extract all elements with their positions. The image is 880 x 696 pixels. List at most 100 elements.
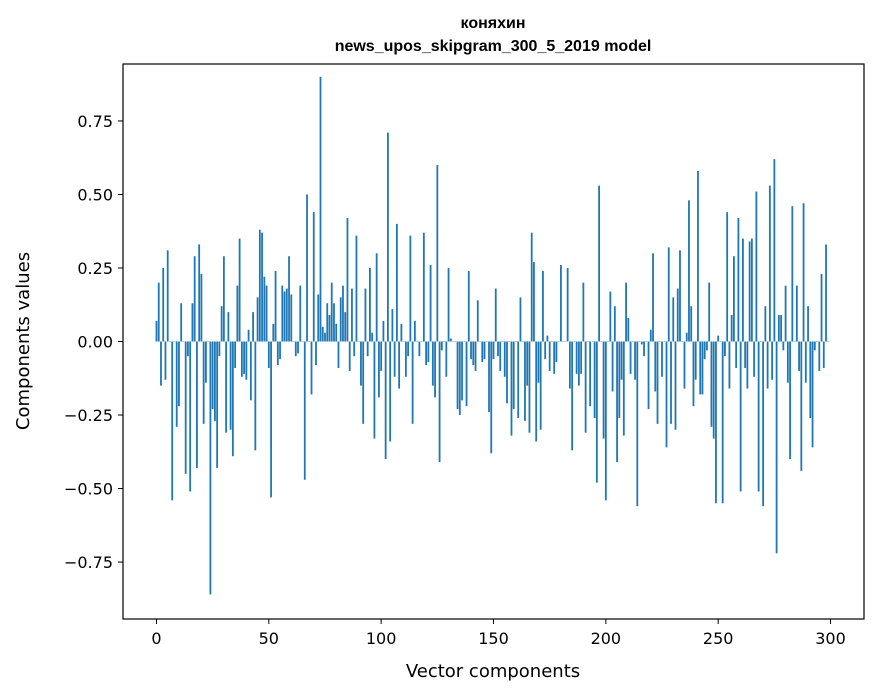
bar: [312, 212, 315, 342]
bar: [166, 250, 169, 342]
bar: [804, 341, 807, 383]
bar: [701, 341, 704, 395]
bar: [789, 341, 791, 460]
bar: [281, 285, 284, 342]
bar: [795, 285, 798, 342]
bar: [461, 341, 463, 401]
bar: [640, 341, 643, 345]
bar: [317, 294, 320, 342]
bar: [735, 341, 738, 368]
bar: [229, 341, 232, 430]
bar: [647, 341, 650, 410]
bar: [643, 341, 645, 357]
bar: [742, 238, 744, 342]
bar: [384, 341, 387, 460]
bar: [333, 303, 335, 342]
bar: [670, 341, 672, 424]
bar: [822, 341, 825, 368]
bar: [200, 273, 203, 342]
bar: [247, 329, 250, 342]
bar: [198, 244, 201, 342]
y-tick-label: 0.50: [77, 185, 113, 204]
bar: [180, 303, 183, 342]
bar: [820, 273, 823, 342]
bar: [162, 267, 165, 342]
bar: [762, 341, 765, 507]
x-tick-label: 250: [703, 629, 734, 648]
bar: [160, 341, 162, 386]
x-axis-ticks: 0 50 100 150 200 250 300: [151, 619, 846, 648]
bar: [297, 341, 299, 354]
bar: [510, 341, 513, 436]
bar: [445, 341, 448, 377]
chart-title: коняхин: [461, 15, 526, 32]
bar: [285, 288, 288, 342]
bar: [777, 315, 780, 342]
bar: [739, 341, 742, 492]
bar: [470, 341, 472, 360]
bar: [458, 341, 461, 416]
bar: [157, 282, 160, 342]
bar: [465, 341, 468, 407]
bar: [706, 341, 708, 351]
x-tick-label: 0: [151, 629, 161, 648]
bar: [497, 341, 499, 357]
bar: [768, 185, 771, 342]
bar: [193, 256, 196, 342]
bar: [409, 235, 412, 342]
bar: [618, 341, 621, 418]
bar: [798, 341, 800, 371]
bar: [825, 244, 827, 342]
bar: [326, 303, 329, 342]
bar: [773, 159, 776, 342]
bar: [380, 341, 383, 371]
bar: [544, 341, 547, 360]
bar: [685, 332, 688, 342]
bar: [649, 329, 652, 342]
bar: [249, 341, 252, 401]
bar: [236, 285, 239, 342]
bar: [813, 341, 816, 351]
bar: [283, 291, 286, 342]
y-tick-label: 0.25: [77, 259, 113, 278]
bar: [506, 341, 508, 404]
bar: [431, 341, 434, 386]
bar: [231, 341, 234, 457]
bar: [634, 341, 636, 380]
bar: [220, 306, 223, 342]
bar: [733, 256, 735, 342]
bar: [476, 300, 479, 342]
bar: [155, 320, 158, 342]
bar: [400, 323, 403, 342]
bar: [690, 306, 693, 342]
bar: [667, 247, 670, 342]
bar: [721, 341, 724, 504]
bar: [483, 341, 486, 360]
bar: [375, 253, 378, 342]
bar: [717, 335, 720, 342]
bar: [674, 341, 677, 430]
bar: [728, 341, 731, 389]
bar: [692, 341, 695, 407]
bar: [335, 323, 338, 342]
bar: [288, 256, 290, 342]
bar: [766, 341, 769, 389]
bar: [620, 341, 623, 380]
bar: [613, 306, 616, 342]
bar: [786, 341, 789, 383]
bar: [310, 341, 313, 395]
bar: [369, 267, 371, 342]
bar: [539, 341, 542, 430]
bar: [517, 341, 520, 418]
bar: [672, 297, 675, 342]
bar: [254, 341, 257, 451]
bar: [391, 309, 394, 342]
bar: [771, 341, 774, 380]
bar: [258, 229, 261, 342]
bar: [256, 297, 259, 342]
bar: [274, 270, 277, 342]
bar: [261, 232, 263, 342]
bar: [218, 341, 221, 357]
bar: [238, 238, 241, 342]
